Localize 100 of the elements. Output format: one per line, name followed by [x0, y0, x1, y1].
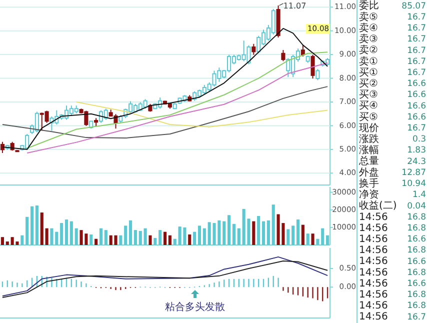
category-label: 14:56	[359, 245, 388, 256]
bar	[321, 228, 324, 245]
candlestick	[0, 141, 4, 154]
bar	[60, 223, 64, 245]
bar	[26, 216, 29, 245]
bar	[55, 232, 58, 245]
bar	[124, 226, 128, 245]
text: 1.83	[407, 146, 426, 156]
bar	[193, 232, 196, 245]
bar	[70, 221, 73, 245]
category-label: 卖②	[359, 44, 378, 56]
bar	[148, 235, 152, 245]
text: 16.7	[407, 34, 426, 45]
candlestick	[252, 43, 256, 56]
bar	[222, 221, 226, 245]
category-label: 委比	[359, 0, 379, 12]
bar	[198, 226, 202, 245]
category-label: 卖③	[359, 33, 378, 46]
text: 16.7	[407, 124, 426, 134]
bar	[94, 238, 98, 245]
bar	[257, 216, 260, 245]
bar	[262, 221, 266, 245]
category-label: 净资	[359, 188, 379, 201]
category-label: 卖⑤	[359, 10, 378, 23]
text: 16.8	[407, 246, 426, 256]
bar	[45, 228, 48, 245]
bar	[158, 230, 162, 245]
candlestick	[300, 44, 305, 57]
category-label: 买④	[359, 100, 378, 112]
category-label: 买③	[359, 90, 378, 101]
bar	[252, 221, 256, 245]
text: 1.4	[412, 190, 426, 200]
text: 16.6	[407, 79, 426, 90]
text: 16.6	[407, 279, 426, 290]
text: 16.7	[407, 24, 426, 34]
bar	[154, 238, 157, 245]
annotation: 11.07	[283, 2, 306, 11]
bar	[20, 235, 24, 245]
bar	[326, 235, 330, 245]
bar	[30, 206, 34, 245]
category-label: 卖①	[359, 55, 378, 68]
bar	[237, 228, 240, 245]
bar	[90, 234, 93, 245]
category-label: 涨跌	[359, 133, 379, 146]
bar	[232, 224, 236, 245]
text: 16.6	[407, 256, 426, 267]
bar	[50, 228, 54, 245]
bar	[163, 232, 167, 245]
bar	[104, 230, 108, 245]
category-label: 14:56	[359, 256, 388, 268]
bar	[311, 234, 314, 245]
category-label: 14:56	[359, 300, 388, 312]
bar	[134, 230, 137, 245]
category-label: 买①	[359, 67, 378, 78]
bar	[64, 220, 68, 245]
text: 16.8	[407, 212, 426, 222]
bar	[306, 234, 310, 245]
bar	[292, 226, 295, 245]
bar	[0, 237, 4, 245]
text: 16.8	[407, 223, 426, 234]
text: 16.7	[407, 56, 426, 67]
category-label: 涨幅	[359, 144, 379, 156]
category-label: 14:56	[359, 312, 388, 323]
text: 16.8	[407, 301, 426, 312]
bar	[286, 229, 290, 245]
bar	[138, 230, 142, 245]
text: 16.7	[407, 12, 426, 22]
bar	[6, 241, 9, 245]
candlestick	[316, 68, 320, 81]
bar	[228, 215, 231, 245]
text: 16.8	[407, 290, 426, 300]
bar	[74, 228, 78, 245]
category-label: 14:56	[359, 212, 388, 223]
category-label: 现价	[359, 122, 379, 134]
bar	[128, 220, 132, 245]
annotation: 粘合多头发散	[165, 301, 225, 313]
category-label: 买②	[359, 78, 378, 90]
text: 16.7	[407, 46, 426, 56]
text: 16.8	[407, 268, 426, 278]
category-label: 外盘	[359, 166, 379, 178]
bar	[144, 228, 147, 245]
category-label: 14:56	[359, 267, 388, 278]
text: 0.04	[407, 201, 426, 212]
category-label: 14:56	[359, 234, 388, 245]
category-label: 收益(二)	[359, 200, 397, 212]
text: 12.87	[402, 168, 426, 178]
bar	[301, 224, 304, 245]
category-label: 14:56	[359, 290, 388, 301]
category-label: 14:56	[359, 278, 388, 290]
bar	[266, 220, 270, 245]
candlestick	[310, 54, 315, 80]
text: 85.07	[402, 1, 426, 12]
bar	[202, 228, 206, 245]
bar	[35, 205, 38, 245]
category-label: 14:56	[359, 222, 388, 234]
text: 16.6	[407, 101, 426, 112]
text: 16.6	[407, 112, 426, 122]
text: 16.6	[407, 234, 426, 245]
bar	[316, 238, 320, 245]
text: 16.7	[407, 68, 426, 78]
